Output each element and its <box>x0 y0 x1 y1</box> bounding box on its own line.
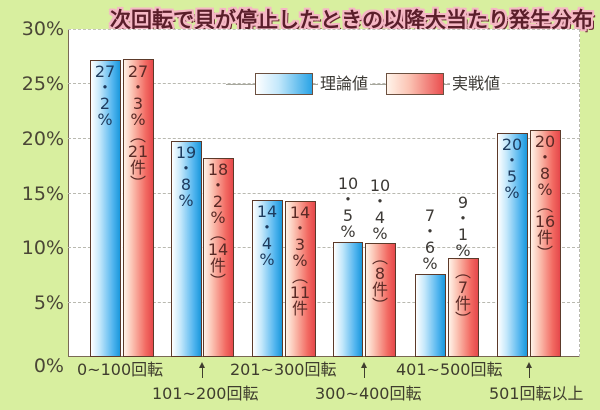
x-label-401-500: 401~500回転 <box>396 360 503 379</box>
gridline-20 <box>68 138 580 139</box>
x-label-300-400: 300~400回転 <box>315 384 422 403</box>
bar-label-actual-0-100: 27 ・ 3 % ︵ 21 件 ︶ <box>127 62 149 193</box>
bar-count-actual-401-500: ︵ 7 件 ︶ <box>454 262 471 329</box>
gridline-5 <box>68 302 580 303</box>
bar-label-theory-401-500: 7 ・ 6 % <box>421 206 438 273</box>
bar-label-theory-501-plus: 20 ・ 5 % <box>501 135 523 202</box>
gridline-10 <box>68 247 580 248</box>
legend-label-actual: 実戦値 <box>450 73 503 95</box>
arrow-icon-501-plus <box>526 362 532 378</box>
bar-theory-0-100 <box>90 60 121 357</box>
bar-count-actual-300-400: ︵ 8 件 ︶ <box>371 248 388 315</box>
bar-actual-401-500 <box>448 258 479 357</box>
bar-label-theory-300-400: 10 ・ 5 % <box>337 174 359 241</box>
bar-theory-501-plus <box>497 133 528 357</box>
bar-label-actual-201-300: 14 ・ 3 % ︵ 11 件 <box>289 203 311 318</box>
chart-title: 次回転で貝が停止したときの以降大当たり発生分布 <box>110 8 593 32</box>
bar-theory-401-500 <box>415 274 446 357</box>
bar-actual-501-plus <box>530 130 561 357</box>
x-label-501-plus: 501回転以上 <box>489 384 584 403</box>
legend-swatch-actual <box>386 73 444 95</box>
y-tick-5: 5% <box>33 292 64 314</box>
bar-theory-101-200 <box>171 141 202 357</box>
legend-swatch-theory <box>255 73 313 95</box>
bar-label-theory-201-300: 14 ・ 4 % <box>256 202 278 269</box>
arrow-icon-101-200 <box>199 362 205 378</box>
bar-label-theory-101-200: 19 ・ 8 % <box>175 143 197 210</box>
y-tick-30: 30% <box>21 18 64 40</box>
bar-label-theory-0-100: 27 ・ 2 % <box>94 62 116 129</box>
y-tick-20: 20% <box>21 128 64 150</box>
y-tick-25: 25% <box>21 73 64 95</box>
bar-theory-201-300 <box>252 200 283 357</box>
bar-label-actual-300-400: 10 ・ 4 % <box>369 176 391 243</box>
gridline-30 <box>68 29 580 31</box>
bar-actual-201-300 <box>285 201 316 357</box>
bar-actual-300-400 <box>365 243 396 357</box>
bar-actual-101-200 <box>203 158 234 357</box>
bar-theory-300-400 <box>333 242 363 357</box>
y-tick-10: 10% <box>21 237 64 259</box>
bar-label-actual-401-500: 9 ・ 1 % <box>454 193 471 260</box>
bar-label-actual-501-plus: 20 ・ 8 % ︵ 16 件 ︶ <box>534 132 556 263</box>
x-label-101-200: 101~200回転 <box>152 384 259 403</box>
arrow-icon-300-400 <box>361 362 367 378</box>
bar-actual-0-100 <box>123 59 154 357</box>
y-tick-0: 0% <box>33 355 64 377</box>
x-label-0-100: 0~100回転 <box>77 360 164 379</box>
bar-label-actual-101-200: 18 ・ 2 % ︵ 14 件 ︶ <box>207 160 229 291</box>
x-label-201-300: 201~300回転 <box>230 360 337 379</box>
gridline-15 <box>68 193 580 194</box>
y-tick-15: 15% <box>21 183 64 205</box>
legend-label-theory: 理論値 <box>318 73 371 95</box>
